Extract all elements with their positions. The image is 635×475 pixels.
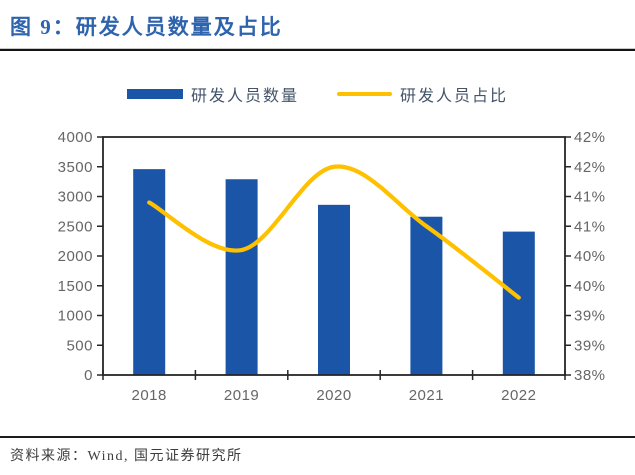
legend-item-line-series: 研发人员占比 xyxy=(337,82,508,106)
svg-text:40%: 40% xyxy=(574,278,606,295)
bar-series-swatch-icon xyxy=(126,89,183,99)
svg-text:39%: 39% xyxy=(574,337,606,354)
svg-text:1000: 1000 xyxy=(58,308,93,325)
svg-text:41%: 41% xyxy=(574,189,606,206)
source-note: 资料来源：Wind, 国元证券研究所 xyxy=(10,449,243,464)
svg-text:41%: 41% xyxy=(574,218,606,235)
svg-text:3500: 3500 xyxy=(58,159,93,176)
svg-text:2000: 2000 xyxy=(58,248,93,265)
chart-legend: 研发人员数量 研发人员占比 xyxy=(0,82,635,106)
svg-text:4000: 4000 xyxy=(58,129,93,146)
legend-label-line-series: 研发人员占比 xyxy=(400,88,509,105)
svg-text:39%: 39% xyxy=(574,308,606,325)
svg-text:2018: 2018 xyxy=(132,387,167,404)
svg-text:38%: 38% xyxy=(574,367,606,384)
combo-chart-canvas: 4000 42% 3500 42% 3000 41% 2500 41% 2000 40% 1500 4… xyxy=(58,129,606,404)
svg-text:500: 500 xyxy=(66,337,93,354)
line-series-swatch-icon xyxy=(337,92,392,96)
legend-label-bar-series: 研发人员数量 xyxy=(190,88,299,105)
title-divider xyxy=(0,48,635,51)
svg-text:2022: 2022 xyxy=(501,387,536,404)
svg-text:2020: 2020 xyxy=(316,387,351,404)
footer-divider xyxy=(0,436,635,438)
svg-text:2021: 2021 xyxy=(409,387,444,404)
svg-text:2019: 2019 xyxy=(224,387,259,404)
svg-text:2500: 2500 xyxy=(58,218,93,235)
svg-text:3000: 3000 xyxy=(58,189,93,206)
legend-item-bar-series: 研发人员数量 xyxy=(126,82,299,106)
figure-title: 图 9：研发人员数量及占比 xyxy=(10,15,283,39)
svg-text:1500: 1500 xyxy=(58,278,93,295)
svg-text:42%: 42% xyxy=(574,159,606,176)
svg-text:0: 0 xyxy=(84,367,93,384)
svg-text:40%: 40% xyxy=(574,248,606,265)
svg-text:42%: 42% xyxy=(574,129,606,146)
